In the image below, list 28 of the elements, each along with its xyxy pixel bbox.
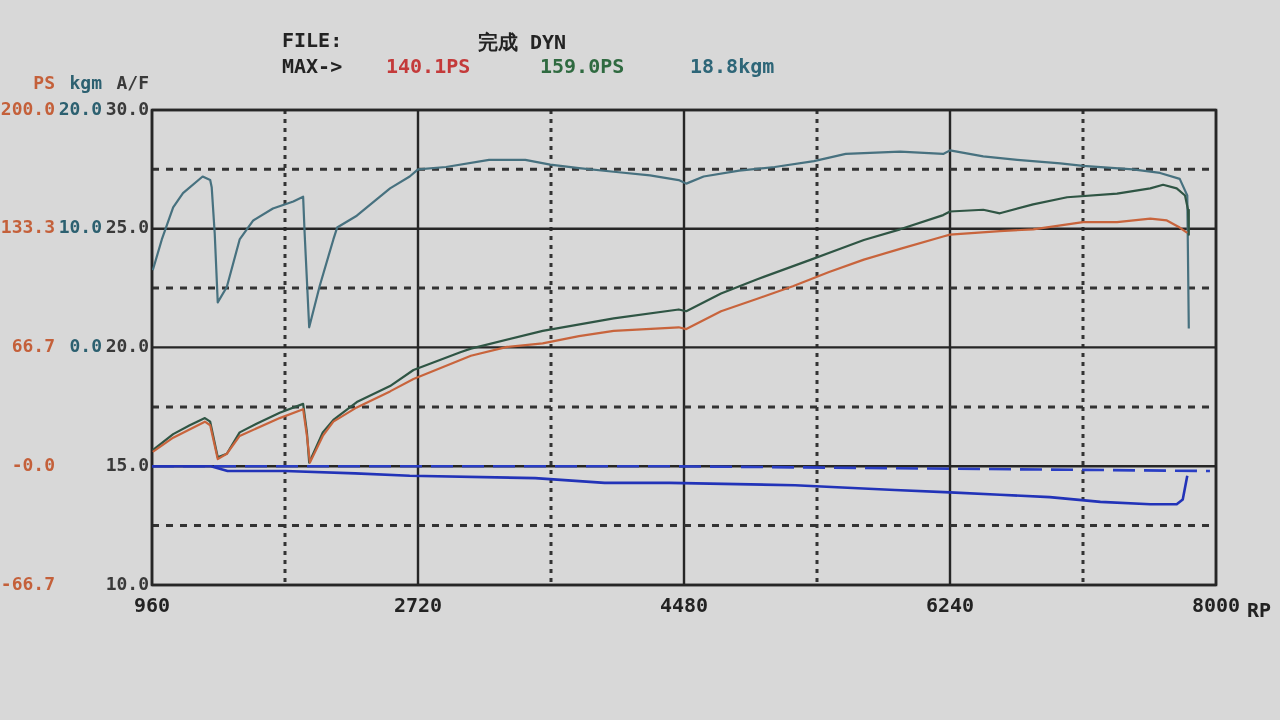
y3-tick-label: 10.0 [105, 572, 149, 594]
y3-tick-label: 15.0 [105, 453, 149, 475]
x-tick-label: 960 [133, 593, 171, 618]
x-tick-label: 8000 [1191, 593, 1241, 618]
y-tick-label: 133.3 [0, 216, 55, 238]
y2-tick-label: 0.0 [69, 335, 102, 357]
y2-axis-title: kgm [69, 71, 103, 93]
text: 140.1PS [386, 54, 471, 79]
x-axis-title: RP [1247, 598, 1272, 623]
text: 18.8kgm [690, 54, 775, 79]
y-tick-label: 200.0 [0, 97, 55, 119]
y2-tick-label: 10.0 [58, 216, 102, 238]
x-tick-label: 4480 [659, 593, 709, 618]
y2-tick-label: 20.0 [58, 97, 102, 119]
y-axis-title: PS [33, 71, 55, 93]
x-tick-label: 6240 [925, 593, 975, 618]
y3-tick-label: 30.0 [105, 97, 149, 119]
y3-tick-label: 25.0 [105, 216, 149, 238]
x-tick-label: 2720 [393, 593, 443, 618]
y-tick-label: -0.0 [11, 453, 55, 475]
text: FILE: [282, 28, 343, 53]
text: MAX-> [282, 54, 343, 79]
y3-axis-title: A/F [116, 71, 149, 93]
y3-tick-label: 20.0 [105, 335, 149, 357]
y-tick-label: -66.7 [0, 572, 55, 594]
text: 完成 DYN [478, 30, 567, 55]
text: 159.0PS [540, 54, 625, 79]
y-tick-label: 66.7 [11, 335, 55, 357]
